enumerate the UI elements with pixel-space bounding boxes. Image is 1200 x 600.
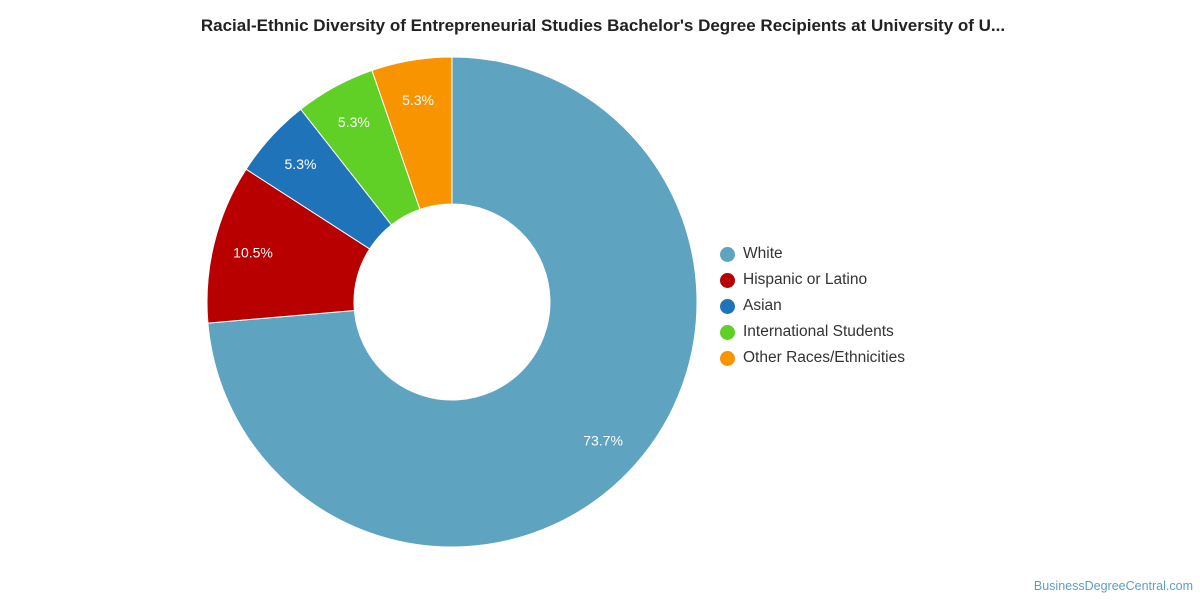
slice-group [206, 56, 698, 548]
legend-item-hispanic-or-latino[interactable]: Hispanic or Latino [720, 267, 905, 293]
legend-item-asian[interactable]: Asian [720, 293, 905, 319]
legend-label: Other Races/Ethnicities [743, 349, 905, 366]
legend-marker-icon [720, 350, 735, 366]
legend-label: White [743, 245, 783, 262]
legend: White Hispanic or Latino Asian Internationa… [720, 241, 905, 371]
slice-label-asian: 5.3% [285, 156, 317, 172]
slice-white[interactable] [207, 56, 698, 548]
legend-marker-icon [720, 298, 735, 314]
slice-label-international-students: 5.3% [338, 114, 370, 130]
legend-marker-icon [720, 246, 735, 262]
legend-label: International Students [743, 323, 894, 340]
slice-hispanic-or-latino[interactable] [206, 168, 371, 324]
legend-item-white[interactable]: White [720, 241, 905, 267]
slice-label-group: 73.7% 10.5% 5.3% 5.3% 5.3% [233, 92, 623, 449]
legend-marker-icon [720, 272, 735, 288]
slice-other-races-ethnicities[interactable] [371, 56, 453, 211]
legend-label: Asian [743, 297, 782, 314]
slice-label-hispanic-or-latino: 10.5% [233, 245, 273, 261]
source-credit[interactable]: BusinessDegreeCentral.com [1033, 579, 1193, 593]
legend-marker-icon [720, 324, 735, 340]
slice-label-other-races-ethnicities: 5.3% [402, 92, 434, 108]
legend-item-international-students[interactable]: International Students [720, 319, 905, 345]
legend-item-other-races-ethnicities[interactable]: Other Races/Ethnicities [720, 345, 905, 371]
chart-title: Racial-Ethnic Diversity of Entrepreneuri… [200, 16, 1006, 35]
legend-label: Hispanic or Latino [743, 271, 868, 288]
slice-label-white: 73.7% [583, 433, 623, 449]
